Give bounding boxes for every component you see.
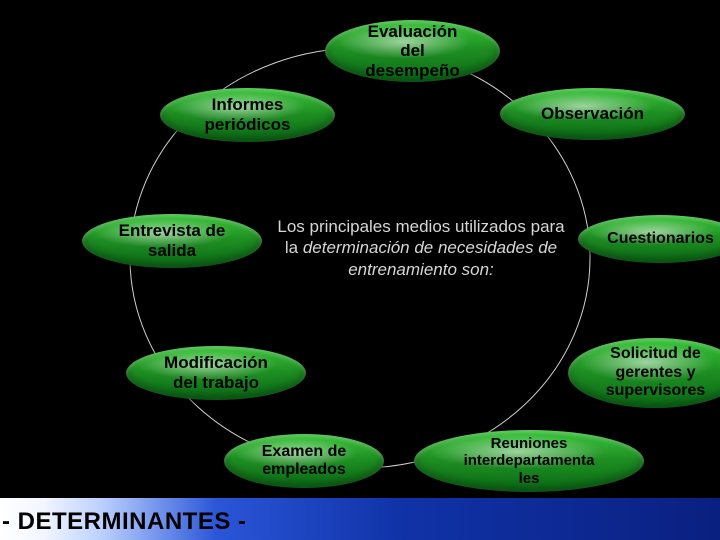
- node-entrevista-line-0: Entrevista de: [119, 221, 226, 241]
- node-reuniones-line-2: les: [464, 470, 595, 487]
- center-caption: Los principales medios utilizados para l…: [276, 216, 566, 280]
- diagram-canvas: Los principales medios utilizados para l…: [0, 0, 720, 540]
- node-examen-line-0: Examen de: [262, 443, 346, 461]
- ring-container: Los principales medios utilizados para l…: [60, 20, 660, 480]
- node-evaluacion-line-1: del: [365, 41, 459, 61]
- node-reuniones-line-0: Reuniones: [464, 435, 595, 452]
- node-informes-line-1: periódicos: [205, 115, 291, 135]
- node-modificacion-line-0: Modificación: [164, 353, 268, 373]
- node-reuniones: Reunionesinterdepartamentales: [414, 430, 644, 492]
- node-informes: Informesperiódicos: [160, 88, 335, 142]
- node-observacion: Observación: [500, 88, 685, 140]
- node-modificacion-line-1: del trabajo: [164, 373, 268, 393]
- node-cuestionarios-line-0: Cuestionarios: [607, 230, 714, 248]
- node-solicitud-line-2: supervisores: [606, 382, 706, 400]
- node-examen-line-1: empleados: [262, 461, 346, 479]
- center-line-3: determinación de necesidades: [303, 238, 534, 257]
- node-evaluacion-line-0: Evaluación: [365, 22, 459, 42]
- node-solicitud-line-1: gerentes y: [606, 364, 706, 382]
- node-observacion-line-0: Observación: [541, 104, 644, 124]
- node-informes-line-0: Informes: [205, 95, 291, 115]
- node-evaluacion-line-2: desempeño: [365, 61, 459, 81]
- node-solicitud-line-0: Solicitud de: [606, 345, 706, 363]
- node-modificacion: Modificacióndel trabajo: [126, 346, 306, 400]
- node-evaluacion: Evaluacióndeldesempeño: [325, 20, 500, 82]
- footer-label: - DETERMINANTES -: [2, 508, 247, 536]
- center-line-1: Los principales medios: [277, 217, 450, 236]
- node-examen: Examen deempleados: [224, 434, 384, 488]
- node-reuniones-line-1: interdepartamenta: [464, 452, 595, 469]
- node-entrevista: Entrevista desalida: [82, 214, 262, 268]
- node-entrevista-line-1: salida: [119, 241, 226, 261]
